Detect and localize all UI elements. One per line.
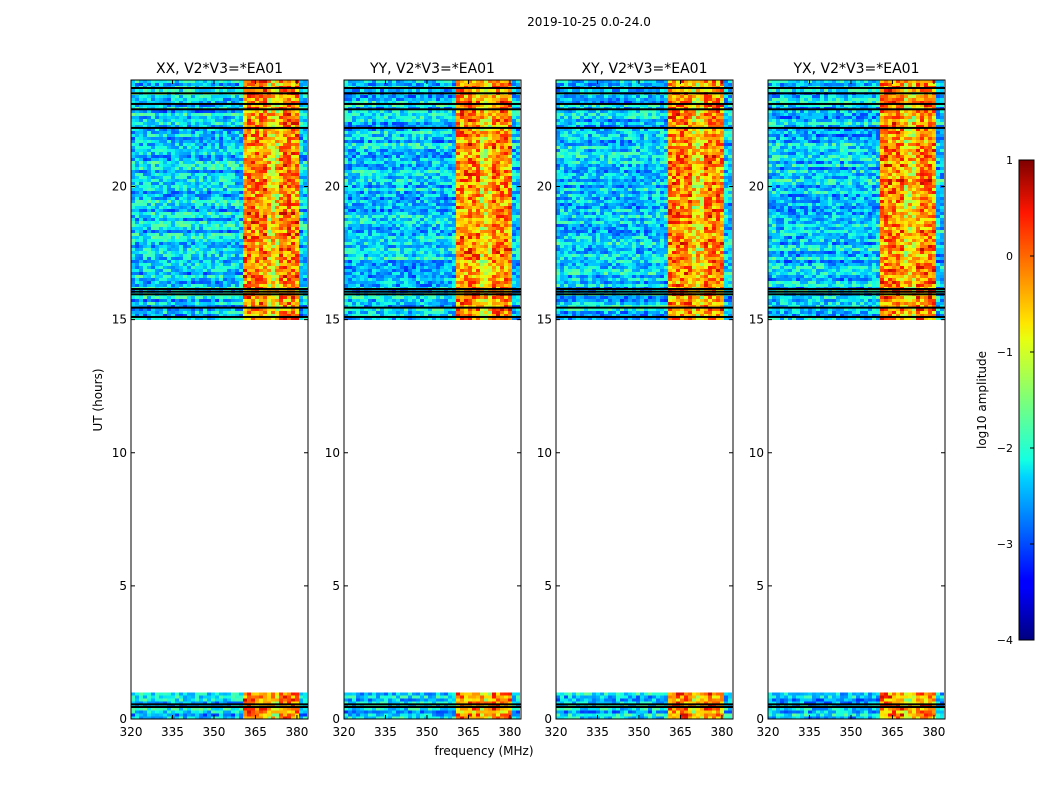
y-tick-label: 0 [544, 712, 552, 726]
colorbar-tick-label: −3 [997, 538, 1013, 551]
y-tick-label: 15 [749, 313, 764, 327]
flagged-rows [344, 86, 521, 709]
y-tick-label: 20 [749, 180, 764, 194]
panel-4: YX, V2*V3=*EA01 320 335 350 365 380 0 5 10 15 20 [749, 61, 946, 739]
panel-title: YY, V2*V3=*EA01 [369, 61, 495, 77]
flagged-rows [556, 86, 733, 709]
y-axis-label: UT (hours) [91, 368, 105, 431]
y-tick-label: 15 [325, 313, 340, 327]
colorbar: 1 0 −1 −2 −3 −4 log10 amplitude [975, 154, 1035, 647]
panel-3: XY, V2*V3=*EA01 320 335 350 365 380 0 5 10 15 20 [537, 61, 734, 739]
x-tick-label: 365 [669, 725, 692, 739]
x-tick-label: 320 [757, 725, 780, 739]
x-tick-label: 320 [545, 725, 568, 739]
x-tick-label: 335 [798, 725, 821, 739]
colorbar-tick-label: 1 [1006, 154, 1013, 167]
y-tick-label: 20 [325, 180, 340, 194]
colorbar-tick-label: −1 [997, 346, 1013, 359]
panel-title: XX, V2*V3=*EA01 [156, 61, 283, 77]
colorbar-label: log10 amplitude [975, 351, 989, 449]
y-tick-label: 5 [544, 579, 552, 593]
x-tick-label: 380 [922, 725, 945, 739]
x-tick-label: 350 [840, 725, 863, 739]
y-tick-label: 10 [537, 446, 552, 460]
y-tick-label: 0 [756, 712, 764, 726]
x-tick-label: 380 [498, 725, 521, 739]
x-tick-label: 365 [244, 725, 267, 739]
x-tick-label: 335 [161, 725, 184, 739]
panel-2: YY, V2*V3=*EA01 320 335 350 365 380 0 5 10 15 20 [325, 61, 522, 739]
figure-suptitle: 2019-10-25 0.0-24.0 [527, 15, 651, 29]
y-tick-label: 0 [332, 712, 340, 726]
panel-title: YX, V2*V3=*EA01 [793, 61, 920, 77]
plot-frame [343, 79, 522, 720]
y-tick-label: 10 [325, 446, 340, 460]
y-tick-label: 5 [119, 579, 127, 593]
x-tick-label: 380 [285, 725, 308, 739]
colorbar-tick-label: −2 [997, 442, 1013, 455]
plot-frame [130, 79, 309, 720]
flagged-rows [768, 86, 945, 709]
x-tick-label: 320 [333, 725, 356, 739]
flagged-rows [131, 86, 308, 709]
x-tick-label: 365 [881, 725, 904, 739]
x-tick-label: 365 [457, 725, 480, 739]
x-tick-label: 350 [628, 725, 651, 739]
y-tick-label: 5 [756, 579, 764, 593]
colorbar-tick-label: −4 [997, 634, 1013, 647]
y-tick-label: 10 [749, 446, 764, 460]
y-tick-label: 20 [112, 180, 127, 194]
plot-frame [555, 79, 734, 720]
x-tick-label: 350 [416, 725, 439, 739]
panel-title: XY, V2*V3=*EA01 [582, 61, 708, 77]
plot-frame [767, 79, 946, 720]
x-tick-label: 335 [374, 725, 397, 739]
x-tick-label: 320 [120, 725, 143, 739]
y-tick-label: 10 [112, 446, 127, 460]
colorbar-gradient [1018, 159, 1035, 641]
x-tick-label: 335 [586, 725, 609, 739]
x-tick-label: 350 [203, 725, 226, 739]
x-tick-label: 380 [710, 725, 733, 739]
y-tick-label: 15 [112, 313, 127, 327]
colorbar-tick-label: 0 [1006, 250, 1013, 263]
x-axis-label: frequency (MHz) [434, 744, 533, 758]
y-tick-label: 0 [119, 712, 127, 726]
panel-1: XX, V2*V3=*EA01 320 335 350 365 380 0 5 10 15 20 [112, 61, 309, 739]
y-tick-label: 20 [537, 180, 552, 194]
y-tick-label: 15 [537, 313, 552, 327]
y-tick-label: 5 [332, 579, 340, 593]
